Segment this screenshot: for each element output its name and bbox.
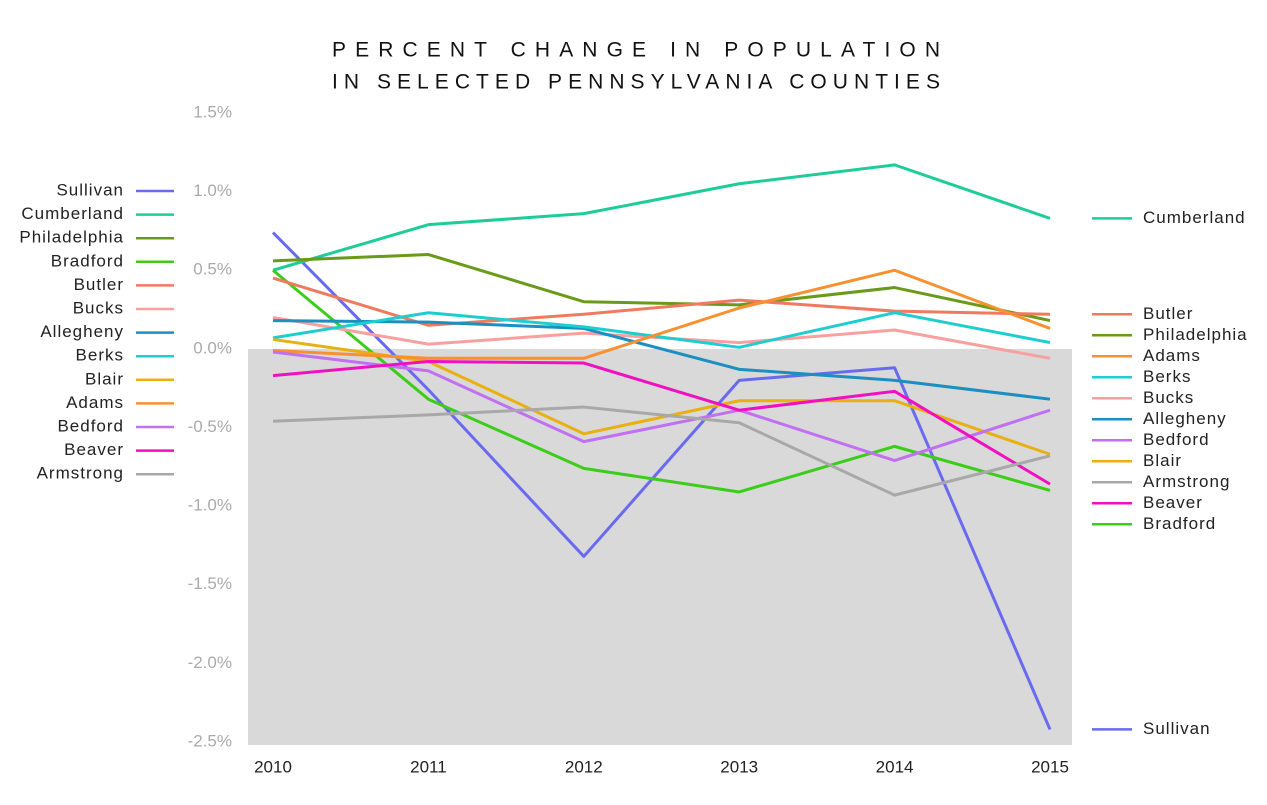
end-label: Armstrong	[1143, 472, 1230, 491]
series-line	[272, 311, 1051, 349]
series-line	[272, 319, 1051, 401]
end-label: Bucks	[1143, 388, 1194, 407]
legend-label: Bedford	[57, 416, 124, 435]
y-tick-label: 0.5%	[193, 260, 232, 279]
x-tick-label: 2011	[410, 757, 447, 776]
y-tick-label: 0.0%	[193, 338, 232, 357]
x-tick-label: 2015	[1031, 757, 1069, 776]
end-label: Philadelphia	[1143, 325, 1248, 344]
end-label: Bedford	[1143, 430, 1210, 449]
end-label: Beaver	[1143, 493, 1203, 512]
y-tick-label: -0.5%	[188, 417, 232, 436]
legend-label: Blair	[85, 369, 124, 388]
legend-label: Sullivan	[56, 180, 124, 199]
series-line	[272, 405, 1051, 497]
legend-label: Butler	[74, 275, 124, 294]
end-label: Sullivan	[1143, 719, 1211, 738]
y-tick-label: -2.0%	[188, 653, 232, 672]
y-tick-label: 1.5%	[193, 102, 232, 121]
end-label: Blair	[1143, 451, 1182, 470]
series-line	[272, 268, 1051, 360]
y-tick-label: -1.0%	[188, 496, 232, 515]
legend-label: Adams	[66, 393, 124, 412]
end-label: Berks	[1143, 367, 1191, 386]
x-tick-label: 2012	[565, 757, 603, 776]
negative-region	[248, 348, 1072, 745]
end-label: Adams	[1143, 346, 1201, 365]
end-label: Butler	[1143, 304, 1193, 323]
series-line	[272, 350, 1051, 463]
legend-label: Allegheny	[40, 322, 124, 341]
legend-label: Bradford	[51, 251, 124, 270]
end-label: Cumberland	[1143, 208, 1246, 227]
legend-label: Berks	[76, 346, 124, 365]
legend-label: Philadelphia	[19, 228, 124, 247]
y-tick-label: -2.5%	[188, 731, 232, 750]
y-tick-label: 1.0%	[193, 181, 232, 200]
chart-title: IN SELECTED PENNSYLVANIA COUNTIES	[332, 71, 940, 94]
y-tick-label: -1.5%	[188, 574, 232, 593]
series-line	[272, 253, 1051, 323]
legend-label: Bucks	[73, 298, 124, 317]
series-line	[272, 163, 1051, 272]
chart-title: PERCENT CHANGE IN POPULATION	[332, 39, 940, 62]
x-tick-label: 2010	[254, 757, 292, 776]
legend-label: Armstrong	[37, 464, 124, 483]
legend-label: Beaver	[64, 440, 124, 459]
x-tick-label: 2014	[876, 757, 914, 776]
x-tick-label: 2013	[720, 757, 758, 776]
end-label: Bradford	[1143, 514, 1216, 533]
series-line	[272, 359, 1051, 486]
end-label: Allegheny	[1143, 409, 1227, 428]
legend-label: Cumberland	[21, 204, 124, 223]
